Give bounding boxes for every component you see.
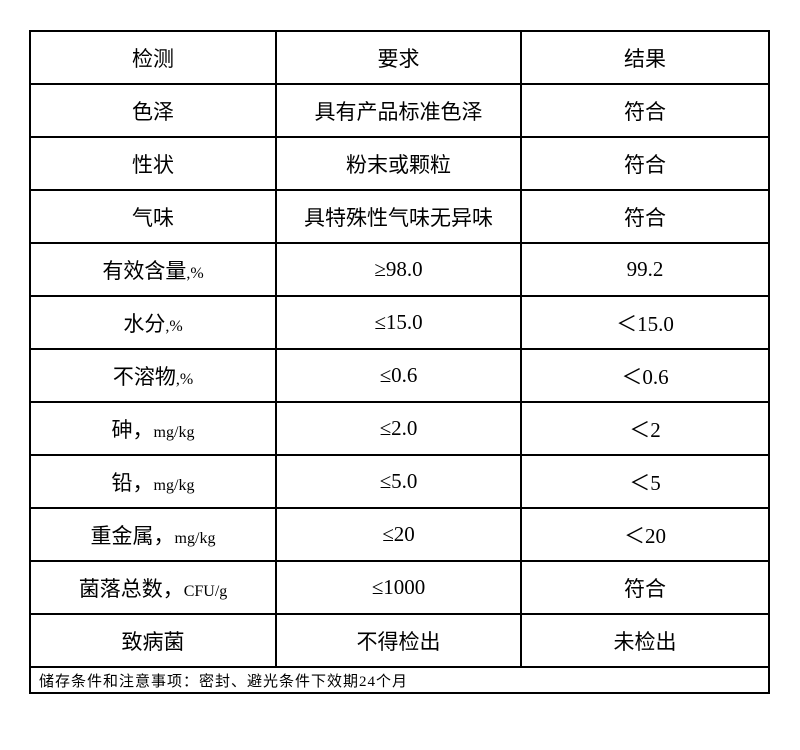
- item-name: 铅，: [111, 470, 154, 495]
- item-name: 气味: [132, 205, 174, 230]
- result-cell: ＜15.0: [520, 295, 770, 350]
- header-row: 检测 要求 结果: [29, 30, 770, 85]
- result-cell: ＜2: [520, 401, 770, 456]
- result-cell: 符合: [520, 189, 770, 244]
- footer-row: 储存条件和注意事项：密封、避光条件下效期24个月: [29, 666, 770, 694]
- test-item: 菌落总数，CFU/g: [29, 560, 277, 615]
- test-item: 重金属，mg/kg: [29, 507, 277, 562]
- item-unit: mg/kg: [153, 476, 195, 494]
- table-row: 色泽 具有产品标准色泽 符合: [29, 83, 770, 138]
- item-name: 致病菌: [121, 629, 185, 654]
- requirement-cell: 具有产品标准色泽: [275, 83, 522, 138]
- requirement-cell: ≤20: [275, 507, 522, 562]
- requirement-cell: 粉末或颗粒: [275, 136, 522, 191]
- result-cell: 未检出: [520, 613, 770, 668]
- item-name: 重金属，: [90, 523, 175, 548]
- item-name: 性状: [132, 152, 174, 177]
- table-row: 铅，mg/kg ≤5.0 ＜5: [29, 454, 770, 509]
- result-cell: 符合: [520, 83, 770, 138]
- item-name: 有效含量: [102, 258, 187, 283]
- requirement-cell: ≥98.0: [275, 242, 522, 297]
- table-row: 不溶物,% ≤0.6 ＜0.6: [29, 348, 770, 403]
- table-row: 重金属，mg/kg ≤20 ＜20: [29, 507, 770, 562]
- test-item: 致病菌: [29, 613, 277, 668]
- result-cell: 符合: [520, 560, 770, 615]
- test-item: 不溶物,%: [29, 348, 277, 403]
- requirement-cell: ≤5.0: [275, 454, 522, 509]
- table-row: 致病菌 不得检出 未检出: [29, 613, 770, 668]
- result-cell: 符合: [520, 136, 770, 191]
- requirement-cell: 不得检出: [275, 613, 522, 668]
- test-item: 性状: [29, 136, 277, 191]
- requirement-cell: ≤0.6: [275, 348, 522, 403]
- header-test: 检测: [29, 30, 277, 85]
- storage-note: 储存条件和注意事项：密封、避光条件下效期24个月: [29, 666, 770, 694]
- requirement-cell: ≤2.0: [275, 401, 522, 456]
- requirement-cell: 具特殊性气味无异味: [275, 189, 522, 244]
- table-row: 性状 粉末或颗粒 符合: [29, 136, 770, 191]
- test-item: 铅，mg/kg: [29, 454, 277, 509]
- item-name: 色泽: [132, 99, 174, 124]
- table-row: 菌落总数，CFU/g ≤1000 符合: [29, 560, 770, 615]
- test-item: 砷，mg/kg: [29, 401, 277, 456]
- header-requirement: 要求: [275, 30, 522, 85]
- table-row: 气味 具特殊性气味无异味 符合: [29, 189, 770, 244]
- item-name: 砷，: [111, 417, 154, 442]
- test-item: 气味: [29, 189, 277, 244]
- item-name: 不溶物: [112, 364, 176, 389]
- table-row: 水分,% ≤15.0 ＜15.0: [29, 295, 770, 350]
- item-unit: mg/kg: [174, 529, 216, 547]
- item-unit: ,%: [165, 317, 183, 335]
- table-row: 有效含量,% ≥98.0 99.2: [29, 242, 770, 297]
- item-unit: ,%: [175, 370, 194, 388]
- result-cell: ＜0.6: [520, 348, 770, 403]
- header-result: 结果: [520, 30, 770, 85]
- specification-table: 检测 要求 结果 色泽 具有产品标准色泽 符合 性状 粉末或颗粒 符合 气味 具特殊性气味无异…: [29, 30, 770, 694]
- table-row: 砷，mg/kg ≤2.0 ＜2: [29, 401, 770, 456]
- requirement-cell: ≤1000: [275, 560, 522, 615]
- requirement-cell: ≤15.0: [275, 295, 522, 350]
- item-name: 菌落总数，: [78, 576, 184, 601]
- item-name: 水分: [123, 311, 166, 336]
- item-unit: ,%: [186, 264, 204, 282]
- test-item: 有效含量,%: [29, 242, 277, 297]
- item-unit: mg/kg: [153, 423, 195, 441]
- item-unit: CFU/g: [183, 582, 228, 600]
- result-cell: ＜20: [520, 507, 770, 562]
- test-item: 水分,%: [29, 295, 277, 350]
- result-cell: ＜5: [520, 454, 770, 509]
- result-cell: 99.2: [520, 242, 770, 297]
- test-item: 色泽: [29, 83, 277, 138]
